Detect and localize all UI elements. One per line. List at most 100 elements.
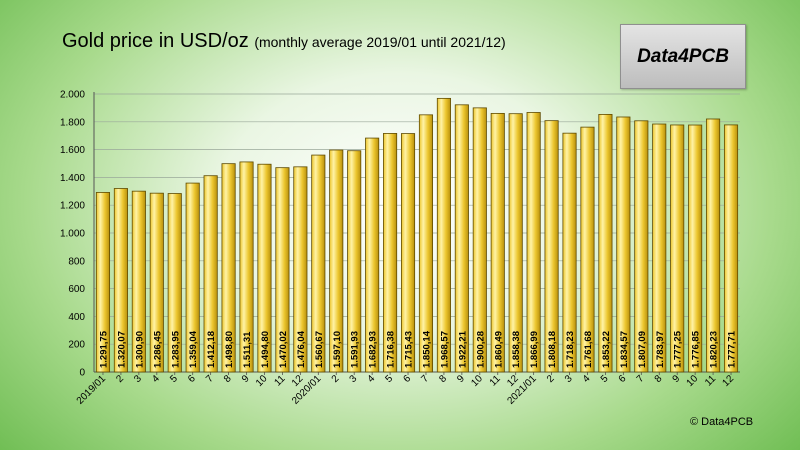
bar <box>652 123 667 373</box>
data-label: 1.866,99 <box>529 331 540 368</box>
data-label: 1.858,38 <box>511 331 522 368</box>
y-tick-label: 400 <box>68 312 85 323</box>
data-label: 1.718,23 <box>565 331 576 368</box>
bar <box>383 133 398 373</box>
y-tick-label: 1.200 <box>60 201 85 212</box>
data-label: 1.320,07 <box>116 331 127 368</box>
x-tick-label: 7 <box>204 373 216 385</box>
x-tick-label: 7 <box>635 373 647 385</box>
x-tick-label: 6 <box>617 373 629 385</box>
x-tick-label: 8 <box>653 373 665 385</box>
bar <box>454 104 469 373</box>
data-label: 1.850,14 <box>421 330 432 368</box>
y-tick-label: 1.400 <box>60 173 85 184</box>
x-tick-label: 8 <box>437 373 449 385</box>
bar <box>436 97 451 373</box>
data-label: 1.283,95 <box>170 330 181 368</box>
x-tick-label: 5 <box>168 373 180 385</box>
y-tick-label: 1.800 <box>60 117 85 128</box>
bar <box>167 193 182 373</box>
x-tick-label: 6 <box>401 373 413 385</box>
data-label: 1.286,45 <box>152 330 163 368</box>
x-tick-label: 3 <box>348 373 360 385</box>
data-label: 1.922,21 <box>457 330 468 368</box>
bar <box>257 163 272 373</box>
data-label: 1.511,31 <box>242 331 253 368</box>
data-label: 1.359,04 <box>188 330 199 368</box>
x-tick-label: 10 <box>254 373 270 389</box>
y-tick-label: 1.000 <box>60 229 85 240</box>
bar <box>508 113 523 373</box>
x-tick-label: 4 <box>581 373 593 385</box>
data-label: 1.807,09 <box>637 331 648 368</box>
x-tick-label: 2 <box>114 373 126 385</box>
bar <box>365 137 380 373</box>
x-tick-label: 7 <box>419 373 431 385</box>
bar <box>149 192 164 373</box>
bar <box>706 118 721 373</box>
data-label: 1.900,28 <box>475 331 486 368</box>
x-tick-label: 4 <box>366 373 378 385</box>
bar <box>221 163 236 373</box>
bar <box>418 114 434 373</box>
bar <box>670 124 685 373</box>
x-tick-label: 5 <box>383 373 395 385</box>
bar <box>580 126 595 373</box>
x-tick-label: 11 <box>272 373 287 388</box>
data-label: 1.412,18 <box>206 331 217 368</box>
data-label: 1.834,57 <box>619 331 630 368</box>
data-label: 1.682,93 <box>368 331 379 368</box>
bar <box>688 124 703 373</box>
bar <box>400 133 416 373</box>
data-label: 1.494,80 <box>260 331 271 368</box>
y-tick-label: 1.600 <box>60 145 85 156</box>
data-label: 1.820,23 <box>709 331 720 368</box>
copyright-notice: © Data4PCB <box>690 416 754 428</box>
x-tick-label: 8 <box>222 373 234 385</box>
x-tick-label: 9 <box>455 373 467 385</box>
x-tick-label: 10 <box>685 373 701 389</box>
bar <box>616 116 631 373</box>
bar <box>544 120 559 373</box>
bar <box>239 161 254 373</box>
bar <box>526 112 541 373</box>
data-label: 1.476,04 <box>296 330 307 368</box>
x-tick-label: 6 <box>186 373 198 385</box>
data-label: 1.291,75 <box>98 330 109 368</box>
data-label: 1.498,80 <box>224 331 235 368</box>
x-tick-label: 3 <box>132 373 144 385</box>
data-label: 1.808,18 <box>547 331 558 368</box>
bar <box>95 192 111 373</box>
y-tick-label: 200 <box>68 340 85 351</box>
chart-title: Gold price in USD/oz (monthly average 20… <box>62 30 506 53</box>
data-label: 1.853,22 <box>601 331 612 368</box>
bar <box>723 124 739 373</box>
data-label: 1.761,68 <box>583 331 594 368</box>
bar <box>311 154 326 373</box>
bar <box>203 175 218 373</box>
data-label: 1.597,10 <box>332 331 343 368</box>
x-tick-label: 2 <box>545 373 557 385</box>
data-label: 1.776,85 <box>691 330 702 368</box>
x-tick-label: 3 <box>563 373 575 385</box>
bar <box>347 150 362 373</box>
x-tick-label: 12 <box>721 373 737 389</box>
bar <box>131 190 146 373</box>
data4pcb-logo: Data4PCB <box>620 24 746 89</box>
bar <box>293 166 308 373</box>
data-label: 1.716,38 <box>386 331 397 368</box>
data-label: 1.715,43 <box>404 331 415 368</box>
chart-subtitle: (monthly average 2019/01 until 2021/12) <box>254 34 506 50</box>
data-label: 1.777,25 <box>673 330 684 368</box>
bar <box>185 182 200 373</box>
data-label: 1.860,49 <box>493 331 504 368</box>
data-label: 1.300,90 <box>134 331 145 368</box>
bar <box>275 167 290 373</box>
bar <box>490 112 505 373</box>
data-label: 1.783,97 <box>655 331 666 368</box>
x-tick-label: 5 <box>599 373 611 385</box>
y-tick-label: 0 <box>79 368 85 379</box>
x-tick-label: 10 <box>469 373 485 389</box>
chart-title-main: Gold price in USD/oz <box>62 30 249 52</box>
